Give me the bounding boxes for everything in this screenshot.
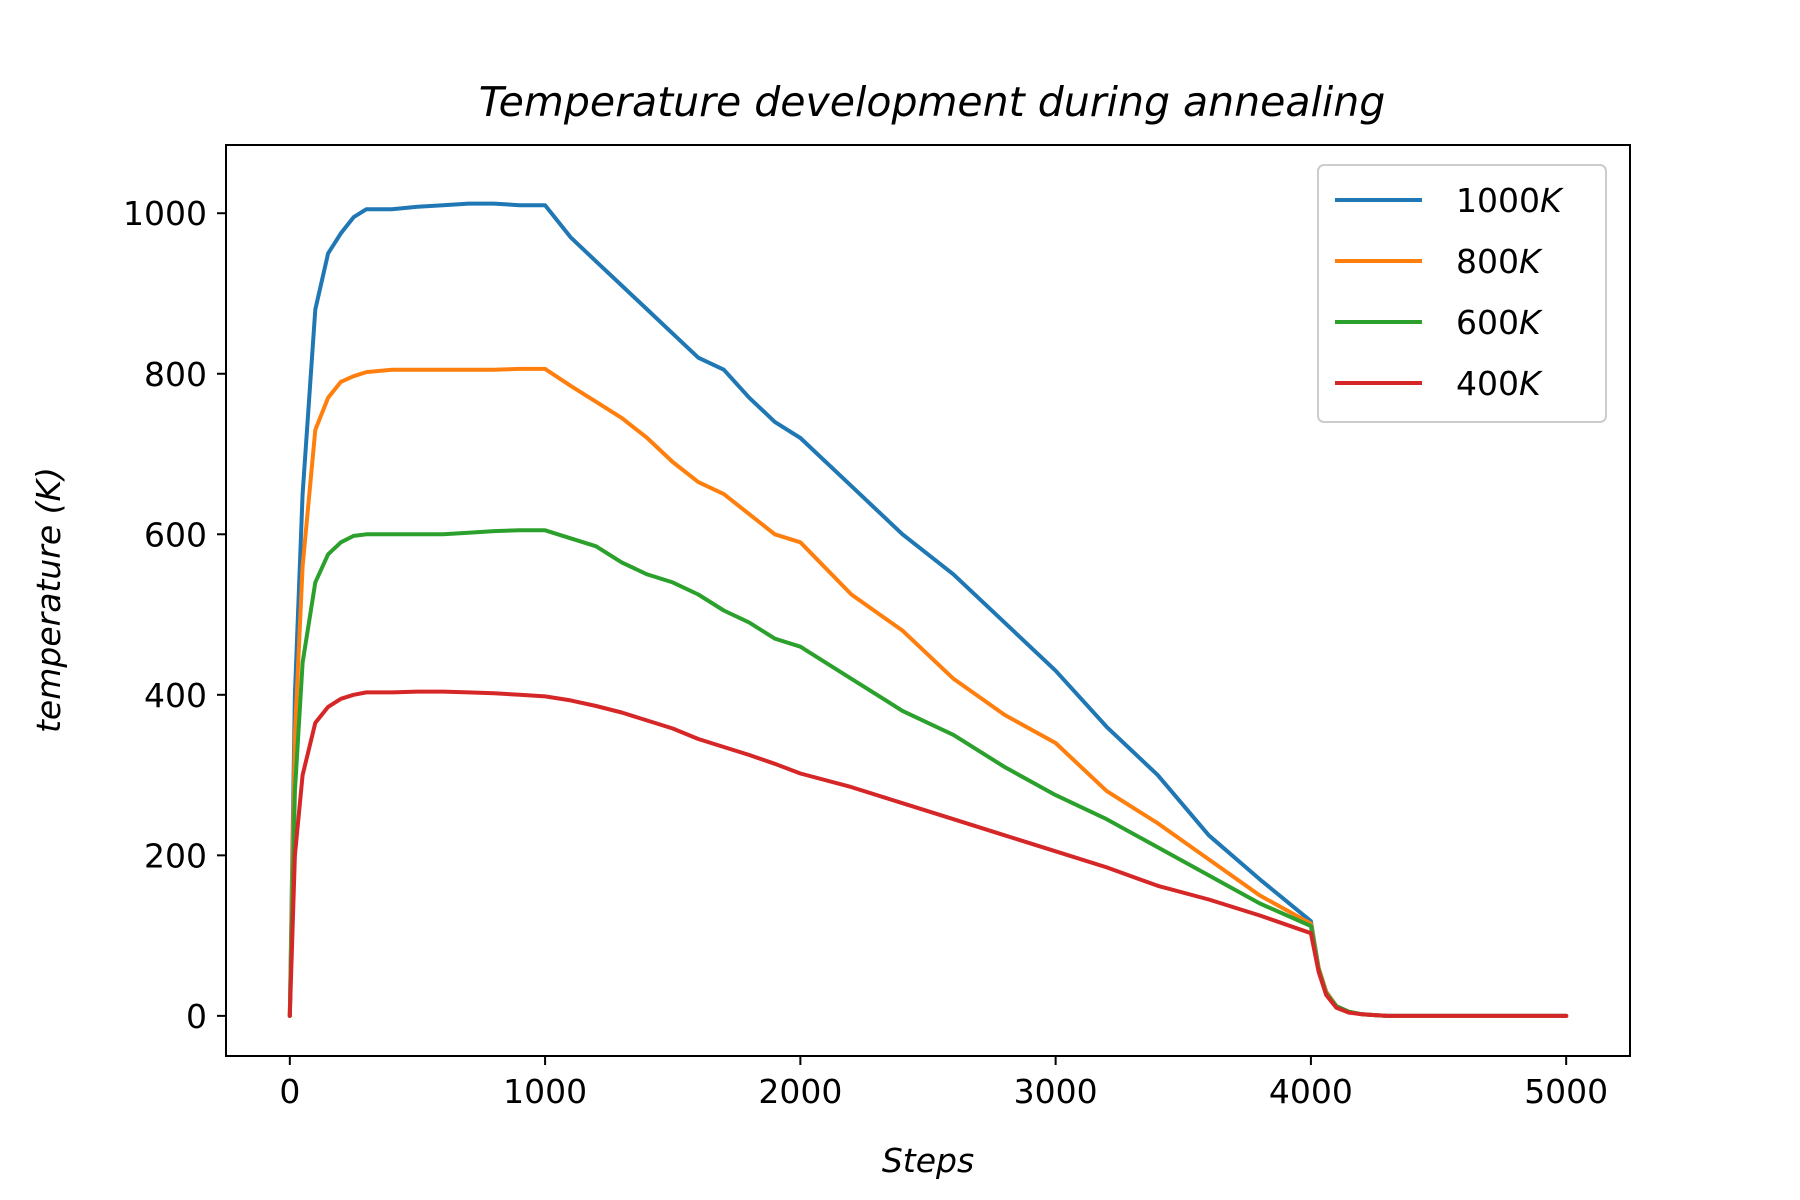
series-layer [287,201,1569,1018]
x-axis-label: Steps [882,1141,974,1180]
legend-label-3: 400K [1456,364,1543,403]
y-tick-label: 200 [144,836,207,875]
y-axis-label: temperature (K) [29,467,68,733]
legend-label-1: 800K [1456,242,1543,281]
x-tick-label: 4000 [1269,1072,1353,1111]
legend: 1000K 800K 600K 400K [1317,164,1607,423]
x-axis: 0 1000 2000 3000 4000 5000 [279,1056,1608,1111]
x-tick-label: 0 [279,1072,300,1111]
series-line-3 [287,689,1569,1018]
y-tick-label: 800 [144,355,207,394]
legend-label-0: 1000K [1456,181,1564,220]
legend-label-2: 600K [1456,303,1543,342]
y-tick-label: 1000 [123,194,207,233]
legend-box [1317,164,1607,423]
legend-items: 1000K 800K 600K 400K [1335,181,1564,403]
x-tick-label: 3000 [1014,1072,1098,1111]
x-tick-label: 5000 [1524,1072,1608,1111]
x-tick-label: 2000 [758,1072,842,1111]
x-tick-label: 1000 [503,1072,587,1111]
y-tick-label: 0 [186,997,207,1036]
y-tick-label: 400 [144,676,207,715]
chart-title: Temperature development during annealing [479,78,1386,126]
plot-frame [225,144,1631,1057]
y-axis: 0 200 400 600 800 1000 [123,194,226,1036]
y-tick-label: 600 [144,515,207,554]
